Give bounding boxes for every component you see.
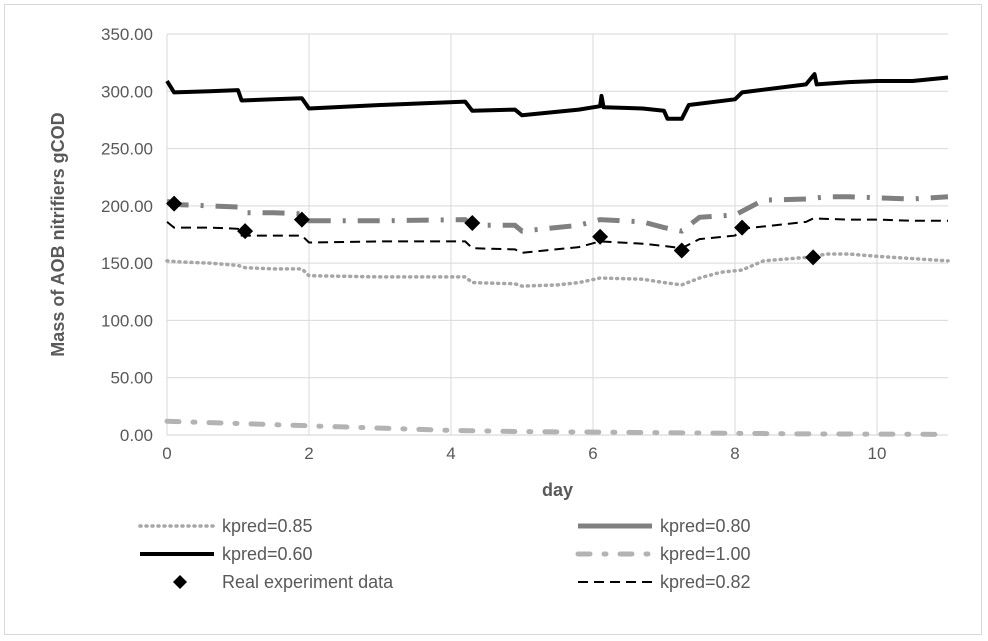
x-tick-label: 8 xyxy=(730,444,739,463)
data-point-marker xyxy=(464,215,481,232)
series-line xyxy=(166,217,948,254)
x-tick-label: 2 xyxy=(304,444,313,463)
tick-labels: 0.00 50.00 100.00 150.00 200.00 250.00 300.00 3… xyxy=(101,25,886,463)
legend-item: kpred=0.85 xyxy=(138,516,313,536)
legend-item: kpred=0.82 xyxy=(578,572,751,592)
gridlines xyxy=(166,33,948,436)
y-tick-label: 150.00 xyxy=(101,254,153,273)
x-axis-title: day xyxy=(542,480,573,500)
data-point-marker xyxy=(293,211,310,228)
x-tick-label: 4 xyxy=(446,444,455,463)
series-2 xyxy=(165,72,949,121)
legend-marker xyxy=(173,575,187,589)
legend: kpred=0.85 kpred=0.80 kpred=0.60 kpred=1.00… xyxy=(138,516,751,592)
series-line xyxy=(164,418,951,437)
series-3 xyxy=(164,418,951,437)
x-tick-label: 6 xyxy=(588,444,597,463)
y-tick-label: 300.00 xyxy=(101,82,153,101)
legend-label: Real experiment data xyxy=(222,572,394,592)
legend-label: kpred=1.00 xyxy=(660,544,751,564)
y-axis-title: Mass of AOB nitrifiers gCOD xyxy=(48,112,68,356)
series-lines xyxy=(164,72,951,437)
x-tick-label: 10 xyxy=(868,444,887,463)
y-tick-label: 50.00 xyxy=(110,369,153,388)
legend-label: kpred=0.60 xyxy=(222,544,313,564)
data-point-marker xyxy=(805,249,822,266)
legend-item: kpred=0.60 xyxy=(140,544,313,564)
y-tick-label: 350.00 xyxy=(101,25,153,44)
legend-item: kpred=0.80 xyxy=(578,516,751,536)
legend-label: kpred=0.82 xyxy=(660,572,751,592)
series-1 xyxy=(166,194,949,234)
legend-label: kpred=0.85 xyxy=(222,516,313,536)
legend-item: kpred=1.00 xyxy=(575,544,751,564)
data-point-marker xyxy=(734,219,751,236)
y-tick-label: 100.00 xyxy=(101,311,153,330)
legend-label: kpred=0.80 xyxy=(660,516,751,536)
x-tick-label: 0 xyxy=(162,444,171,463)
y-tick-label: 250.00 xyxy=(101,140,153,159)
series-0 xyxy=(165,252,950,288)
y-tick-label: 200.00 xyxy=(101,197,153,216)
data-point-marker xyxy=(237,223,254,240)
data-point-marker xyxy=(166,195,183,212)
y-tick-label: 0.00 xyxy=(120,426,153,445)
series-5 xyxy=(166,217,948,254)
legend-item: Real experiment data xyxy=(173,572,394,592)
series-line xyxy=(166,194,949,234)
series-line xyxy=(165,252,950,288)
series-line xyxy=(165,72,949,121)
